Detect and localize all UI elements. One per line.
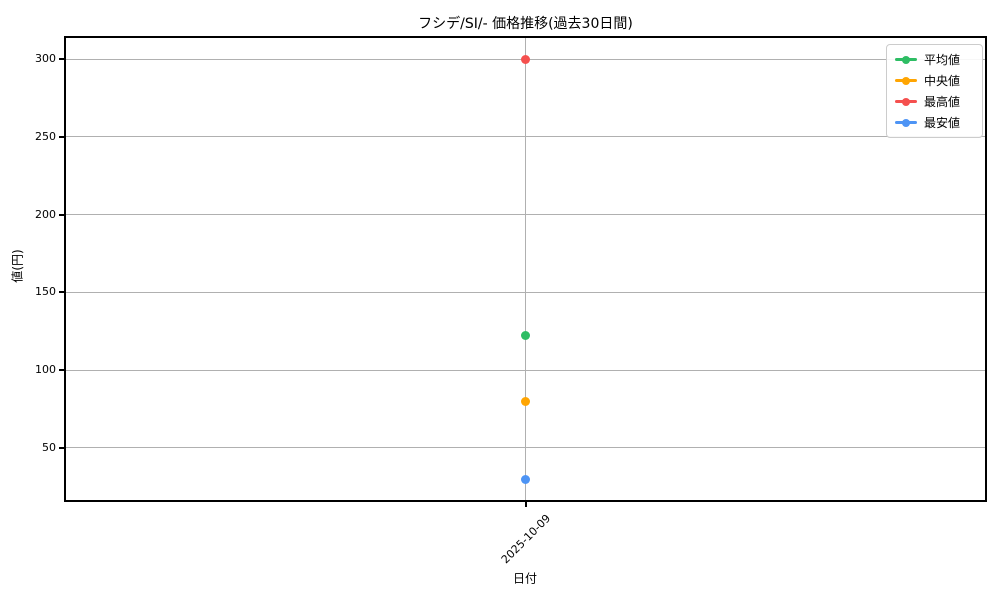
legend-marker-icon <box>895 55 917 64</box>
y-tick-mark <box>59 446 64 449</box>
data-point-最安値 <box>521 474 530 484</box>
legend-dot-icon <box>902 118 910 127</box>
y-tick-label: 50 <box>42 440 56 454</box>
legend-dot-icon <box>902 55 910 64</box>
legend-dot-icon <box>902 97 910 106</box>
x-tick-label: 2025-10-09 <box>498 511 554 567</box>
legend-label: 最高値 <box>924 95 961 109</box>
y-tick-mark <box>59 58 64 60</box>
x-gridline <box>525 38 526 500</box>
y-tick-label: 250 <box>35 129 56 143</box>
legend-marker-icon <box>895 97 917 106</box>
x-tick-mark <box>524 502 527 507</box>
data-point-平均値 <box>521 331 530 341</box>
legend: 平均値中央値最高値最安値 <box>886 44 983 138</box>
legend-marker-icon <box>895 118 917 127</box>
legend-marker-icon <box>895 76 917 85</box>
y-tick-label: 100 <box>35 363 56 377</box>
y-tick-mark <box>59 135 64 138</box>
data-point-中央値 <box>521 396 530 406</box>
y-tick-mark <box>59 291 64 294</box>
legend-item: 中央値 <box>887 70 982 91</box>
legend-item: 最高値 <box>887 91 982 112</box>
legend-dot-icon <box>902 76 910 85</box>
legend-item: 最安値 <box>887 112 982 133</box>
y-tick-mark <box>59 369 64 372</box>
y-axis-label: 値(円) <box>10 249 25 283</box>
y-tick-label: 150 <box>35 285 56 299</box>
plot-area <box>64 36 987 502</box>
y-tick-label: 200 <box>35 207 56 221</box>
legend-item: 平均値 <box>887 49 982 70</box>
legend-label: 最安値 <box>924 116 961 130</box>
y-tick-label: 300 <box>35 52 56 65</box>
legend-label: 平均値 <box>924 53 961 67</box>
data-point-最高値 <box>521 54 530 64</box>
legend-label: 中央値 <box>924 74 961 88</box>
x-axis-label: 日付 <box>512 571 538 586</box>
y-tick-mark <box>59 213 64 216</box>
chart-title: フシデ/SI/- 価格推移(過去30日間) <box>418 16 633 32</box>
